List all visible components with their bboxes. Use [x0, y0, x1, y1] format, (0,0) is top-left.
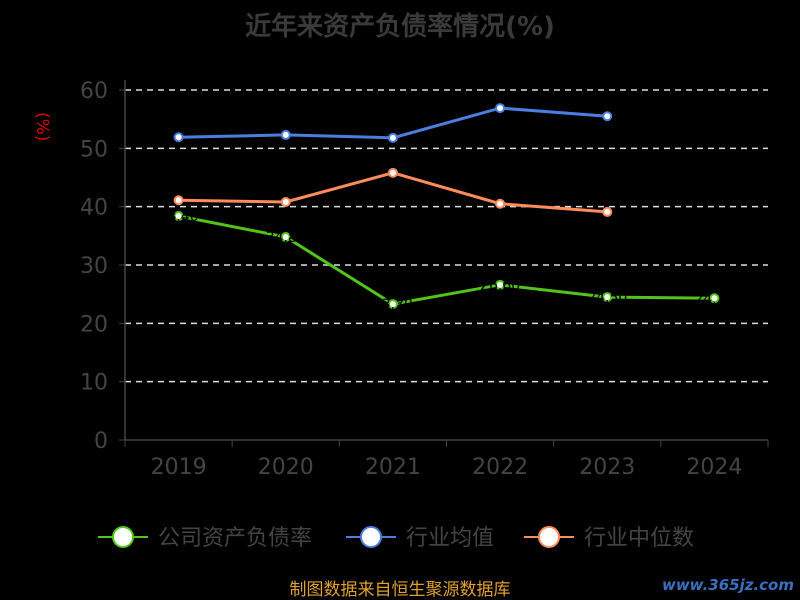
data-point — [387, 299, 398, 310]
chart-title: 近年来资产负债率情况(%) — [245, 12, 555, 42]
data-point — [602, 111, 613, 122]
legend-label: 行业均值 — [406, 526, 494, 551]
watermark: www.365jz.com — [661, 576, 794, 594]
x-tick-label: 2021 — [365, 455, 421, 480]
x-tick-label: 2020 — [258, 455, 314, 480]
data-point — [173, 211, 184, 221]
legend-marker — [538, 526, 560, 548]
y-tick-label: 10 — [80, 371, 108, 396]
data-label: 24.30 — [694, 291, 734, 307]
data-source: 制图数据来自恒生聚源数据库 — [289, 580, 511, 600]
legend-marker — [112, 526, 134, 548]
x-tick-label: 2024 — [686, 455, 742, 480]
series-line — [178, 214, 715, 306]
x-tick-label: 2023 — [579, 455, 635, 480]
legend-label: 行业中位数 — [584, 526, 694, 551]
data-point — [280, 129, 291, 140]
data-label: 38.40 — [159, 209, 199, 225]
data-point — [709, 293, 720, 304]
data-point — [495, 198, 506, 209]
y-tick-label: 40 — [80, 196, 108, 221]
data-label: 24.50 — [587, 290, 627, 306]
x-tick-label: 2019 — [151, 455, 207, 480]
data-point — [602, 292, 613, 303]
legend-marker — [360, 526, 382, 548]
legend-label: 公司资产负债率 — [158, 526, 312, 551]
data-label: 26.60 — [480, 278, 520, 294]
data-point — [602, 206, 613, 217]
data-point — [387, 167, 398, 178]
y-tick-label: 50 — [80, 137, 108, 162]
data-point — [280, 197, 291, 207]
y-tick-label: 20 — [80, 312, 108, 337]
data-label: 23.30 — [373, 297, 413, 313]
data-point — [387, 132, 398, 143]
y-tick-label: 60 — [80, 79, 108, 104]
y-tick-label: 30 — [80, 254, 108, 279]
x-tick-label: 2022 — [472, 455, 528, 480]
data-label: 34.80 — [266, 230, 306, 246]
data-point — [173, 195, 184, 206]
data-point — [280, 232, 291, 242]
data-point — [495, 279, 506, 290]
data-point — [495, 103, 506, 114]
y-tick-label: 0 — [94, 429, 108, 454]
data-point — [173, 132, 184, 143]
